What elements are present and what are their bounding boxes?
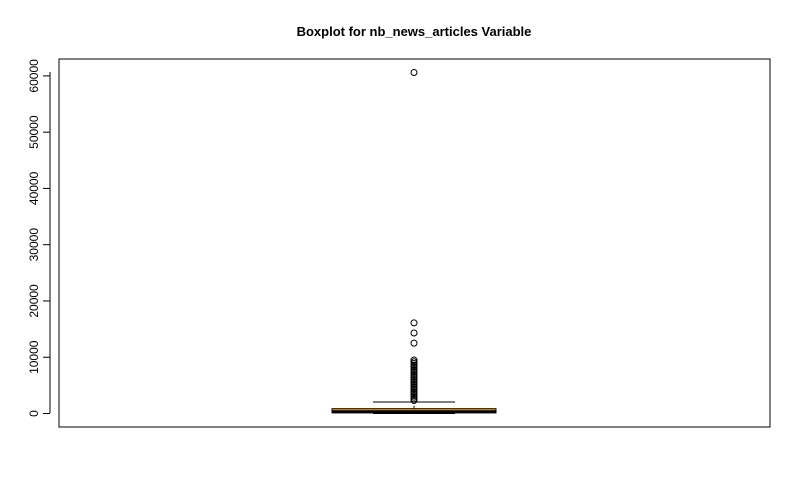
y-tick-label: 40000: [27, 171, 41, 205]
outlier-point: [410, 319, 418, 327]
plot-frame: [58, 58, 771, 428]
outlier-point: [410, 339, 418, 347]
y-tick-label: 30000: [27, 228, 41, 262]
outlier-group: [410, 69, 418, 405]
chart-title: Boxplot for nb_news_articles Variable: [297, 24, 532, 39]
outlier-point: [410, 397, 418, 405]
outlier-point: [410, 329, 418, 337]
y-tick-label: 50000: [27, 115, 41, 149]
y-tick-label: 20000: [27, 284, 41, 318]
y-tick-label: 0: [27, 410, 41, 417]
y-tick-label: 10000: [27, 340, 41, 374]
y-tick-label: 60000: [27, 59, 41, 93]
outlier-point: [410, 69, 418, 77]
y-axis-ticks: 0 10000 20000 30000 40000 50000 60000: [27, 59, 50, 417]
